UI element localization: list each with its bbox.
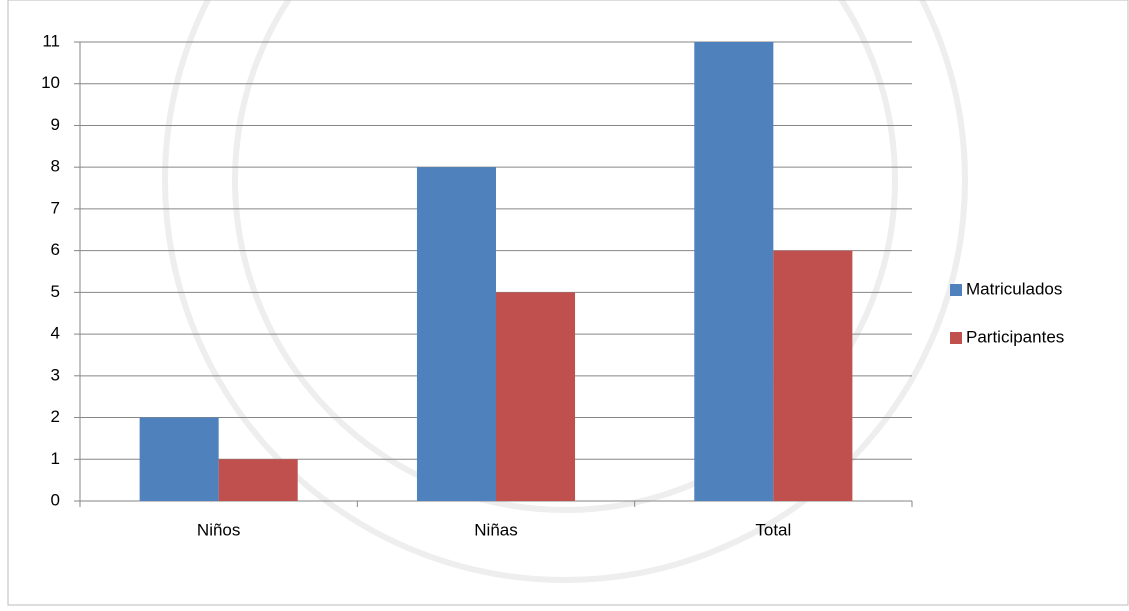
x-tick-label: Niñas [474, 520, 517, 539]
y-tick-label: 1 [51, 449, 60, 468]
legend-label: Participantes [966, 327, 1064, 346]
legend-swatch [950, 284, 962, 296]
y-tick-label: 2 [51, 407, 60, 426]
legend-swatch [950, 332, 962, 344]
bar [694, 42, 774, 501]
bar [218, 459, 298, 501]
y-tick-label: 10 [41, 73, 60, 92]
bar [773, 250, 853, 501]
bar [496, 292, 576, 501]
y-tick-label: 4 [51, 324, 60, 343]
bar [416, 167, 496, 501]
y-tick-label: 9 [51, 115, 60, 134]
y-tick-label: 3 [51, 365, 60, 384]
chart-frame [7, 0, 1129, 606]
y-tick-label: 5 [51, 282, 60, 301]
y-tick-label: 8 [51, 157, 60, 176]
legend-label: Matriculados [966, 279, 1062, 298]
y-tick-label: 0 [51, 490, 60, 509]
bar [139, 417, 219, 501]
x-tick-label: Niños [197, 520, 240, 539]
y-tick-label: 7 [51, 198, 60, 217]
x-tick-label: Total [755, 520, 791, 539]
y-tick-label: 11 [42, 31, 60, 50]
y-tick-label: 6 [51, 240, 60, 259]
watermark [162, 0, 968, 583]
